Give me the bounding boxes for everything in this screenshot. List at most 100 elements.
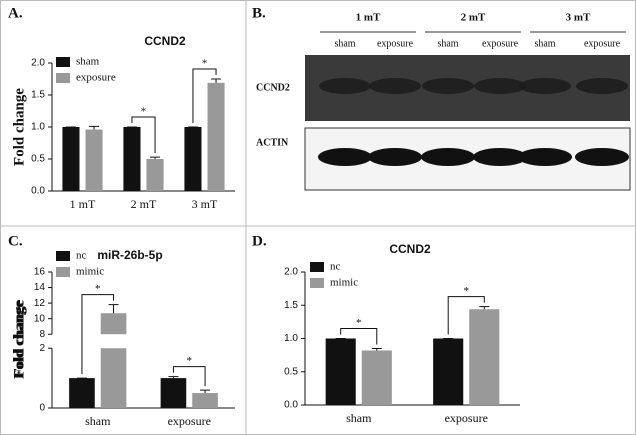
significance-bracket [340,328,378,345]
blot-band [319,78,371,94]
bar [325,338,356,405]
significance-label: * [95,283,101,295]
blot-band [422,78,474,94]
significance-bracket [447,296,485,335]
blot-lane-label: exposure [377,38,414,49]
blot-row-label: CCND2 [256,82,290,93]
significance-bracket [81,294,115,375]
bar [433,338,464,405]
x-tick-label: exposure [445,411,488,425]
chart-title: CCND2 [144,34,186,48]
y-tick-label: 1.5 [31,90,45,101]
legend-label: exposure [76,72,116,84]
blot-group-label: 2 mT [461,12,486,24]
y-tick-label: 0 [39,403,45,414]
western-blot [304,55,631,191]
y-tick-label: 1.0 [284,333,298,344]
legend-swatch [310,262,324,272]
panel-letter: D. [252,233,267,249]
significance-bracket [192,68,217,123]
significance-label: * [141,106,147,118]
blot-group-label: 1 mT [356,12,381,24]
significance-label: * [187,355,193,367]
x-tick-label: sham [346,411,372,425]
y-tick-label: 8 [39,329,45,340]
blot-band [576,78,628,94]
blot-row-label: ACTIN [256,137,289,148]
blot-lane-label: exposure [584,38,621,49]
bar [146,159,164,191]
x-tick-label: sham [85,414,111,428]
y-axis-label: Fold change [11,301,27,379]
legend-label: mimic [330,277,358,289]
legend-label: nc [330,261,341,273]
y-axis-label: Fold change [11,88,27,166]
y-tick-label: 16 [34,267,46,278]
bar [123,127,141,191]
bar [192,393,218,408]
y-tick-label: 1.0 [31,122,45,133]
panel-letter: A. [8,5,23,21]
legend-swatch [310,278,324,288]
error-bar [150,156,161,159]
blot-band [518,148,572,166]
bar [469,309,500,405]
blot-lane-label: sham [334,38,355,49]
chart-title: miR-26b-5p [97,248,162,262]
bar [207,82,225,191]
blot-band [369,78,421,94]
blot-band [473,148,527,166]
bar [69,378,95,408]
error-bar [479,306,490,310]
x-tick-label: exposure [168,414,211,428]
y-tick-label: 10 [34,313,46,324]
bar [184,127,202,191]
legend-swatch [56,251,70,261]
error-bar [371,347,382,351]
significance-label: * [356,317,362,329]
blot-lane-label: exposure [482,38,519,49]
blot-group-label: 3 mT [566,12,591,24]
y-tick-label: 12 [34,298,46,309]
y-tick-label: 0.0 [284,400,298,411]
x-tick-label: 3 mT [192,197,218,211]
error-bar [168,376,179,379]
y-tick-label: 14 [34,282,46,293]
blot-band [519,78,571,94]
panel-letter: C. [8,233,23,249]
blot-band [421,148,475,166]
y-axis-label: Fold change [11,299,27,377]
error-bar [108,304,119,314]
significance-label: * [464,285,470,297]
y-tick-label: 2.0 [31,58,45,69]
panel-letter: B. [252,5,266,21]
bar [85,129,103,191]
x-tick-label: 1 mT [70,197,96,211]
bar [62,127,80,191]
significance-label: * [202,58,208,70]
legend-swatch [56,267,70,277]
bar [361,350,392,405]
chart-title: CCND2 [389,242,431,256]
blot-band [318,148,372,166]
significance-bracket [131,116,156,154]
axis-break-gap [99,334,128,349]
legend-swatch [56,57,70,67]
blot-lane-label: sham [534,38,555,49]
error-bar [211,78,222,83]
legend-label: mimic [76,266,104,278]
y-tick-label: 2.0 [284,267,298,278]
legend-label: sham [76,56,100,68]
blot-band [575,148,629,166]
y-tick-label: 0.5 [284,366,298,377]
y-tick-label: 2 [39,343,45,354]
x-tick-label: 2 mT [131,197,157,211]
legend-swatch [56,73,70,83]
y-tick-label: 1.5 [284,300,298,311]
blot-lane-label: sham [437,38,458,49]
y-tick-label: 0.0 [31,186,45,197]
blot-band [368,148,422,166]
error-bar [89,125,100,130]
bar [160,378,187,408]
